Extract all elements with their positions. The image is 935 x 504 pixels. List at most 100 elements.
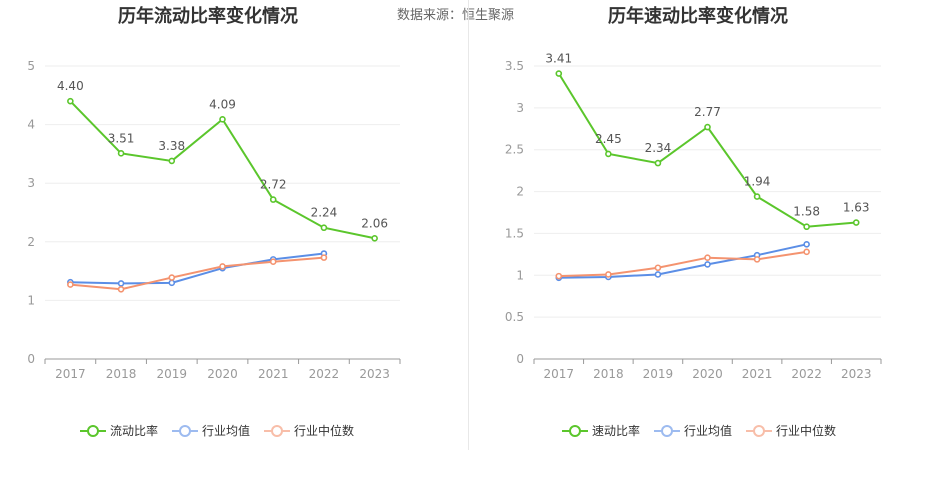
data-label: 2.77 (694, 105, 721, 119)
legend-line-circle-icon (746, 424, 773, 438)
data-point[interactable] (704, 261, 711, 268)
legend-label: 行业中位数 (294, 424, 355, 438)
legend-line-circle-icon (654, 424, 681, 438)
data-point[interactable] (654, 271, 662, 278)
data-point[interactable] (320, 254, 328, 261)
x-tick-label: 2020 (207, 367, 238, 381)
data-point[interactable] (803, 223, 810, 231)
quick-ratio-chart: 0 0.5 1 1.5 2 2.5 3 3.5 2017 2018 2019 2020 2021 2022… (505, 52, 882, 381)
y-tick-label: 3 (516, 101, 524, 115)
x-tick-label: 2018 (593, 367, 624, 381)
legend-label: 速动比率 (592, 424, 641, 438)
chart-title-current-ratio: 历年流动比率变化情况 (118, 6, 298, 27)
data-point[interactable] (168, 157, 176, 165)
current-ratio-chart: 0 1 2 3 4 5 2017 2018 2019 2020 2021 2022 2023 4.40 3.… (27, 59, 401, 381)
series-line-1 (70, 252, 325, 285)
y-tick-label: 0 (27, 352, 35, 366)
y-tick-label: 1 (27, 293, 35, 307)
data-point[interactable] (555, 272, 563, 280)
x-tick-label: 2023 (359, 367, 390, 381)
x-tick-label: 2018 (106, 367, 137, 381)
x-tick-label: 2019 (157, 367, 188, 381)
data-point[interactable] (704, 254, 711, 262)
legend-label: 行业均值 (684, 424, 733, 438)
data-label: 2.72 (260, 178, 287, 192)
data-point[interactable] (219, 263, 226, 270)
data-point[interactable] (117, 280, 125, 287)
data-point[interactable] (269, 196, 277, 203)
data-point[interactable] (320, 224, 328, 232)
legend-item[interactable]: 行业均值 (172, 422, 250, 439)
legend-item[interactable]: 流动比率 (80, 422, 158, 439)
x-tick-label: 2023 (841, 367, 872, 381)
data-point[interactable] (168, 279, 176, 287)
data-point[interactable] (168, 274, 176, 281)
data-label: 2.45 (595, 132, 622, 146)
y-tick-label: 3.5 (505, 59, 524, 73)
data-point[interactable] (67, 97, 74, 105)
data-label: 4.40 (57, 79, 84, 93)
data-point[interactable] (803, 248, 810, 256)
x-tick-label: 2022 (309, 367, 340, 381)
data-point[interactable] (654, 264, 662, 272)
x-tick-label: 2019 (643, 367, 674, 381)
y-tick-label: 2 (516, 185, 524, 199)
x-tick-label: 2020 (692, 367, 723, 381)
x-tick-label: 2021 (258, 367, 289, 381)
quick-ratio-legend: 速动比率 行业均值 行业中位数 (562, 422, 850, 439)
current-ratio-panel: 历年流动比率变化情况 0 1 2 3 4 5 2017 2018 2019 2020 2021 202… (0, 0, 467, 504)
data-label: 1.63 (843, 201, 870, 215)
legend-label: 行业均值 (202, 424, 251, 438)
data-point[interactable] (605, 150, 612, 158)
data-point[interactable] (219, 116, 226, 123)
data-point[interactable] (67, 281, 74, 288)
x-tick-label: 2022 (791, 367, 822, 381)
data-point[interactable] (654, 159, 662, 167)
panel-divider (468, 0, 469, 450)
y-tick-label: 0 (516, 352, 524, 366)
current-ratio-legend: 流动比率 行业均值 行业中位数 (80, 422, 368, 439)
data-label: 3.38 (158, 139, 185, 153)
chart-title-quick-ratio: 历年速动比率变化情况 (608, 6, 788, 27)
x-tick-label: 2021 (742, 367, 773, 381)
data-source-label: 数据来源：恒生聚源 (397, 8, 515, 23)
data-point[interactable] (555, 70, 563, 77)
data-label: 1.58 (793, 205, 820, 219)
data-point[interactable] (803, 241, 810, 248)
data-label: 1.94 (744, 175, 771, 189)
y-tick-label: 1 (516, 268, 524, 282)
legend-label: 行业中位数 (776, 424, 837, 438)
series-line-2 (70, 256, 325, 291)
legend-item[interactable]: 速动比率 (562, 422, 640, 439)
y-tick-label: 4 (27, 118, 35, 132)
legend-item[interactable]: 行业均值 (654, 422, 732, 439)
data-point[interactable] (371, 234, 378, 242)
data-point[interactable] (117, 285, 125, 293)
data-point[interactable] (852, 219, 860, 226)
data-point[interactable] (605, 271, 612, 278)
data-point[interactable] (117, 150, 125, 157)
series-line-2 (558, 250, 807, 278)
legend-item[interactable]: 行业中位数 (746, 422, 836, 439)
data-point[interactable] (269, 258, 277, 266)
data-label: 2.06 (361, 216, 388, 230)
legend-line-circle-icon (172, 424, 199, 438)
y-tick-label: 1.5 (505, 226, 524, 240)
y-tick-label: 3 (27, 176, 35, 190)
data-label: 2.34 (645, 141, 672, 155)
data-point[interactable] (753, 193, 761, 200)
data-point[interactable] (753, 256, 761, 263)
data-label: 3.51 (108, 131, 135, 145)
data-label: 4.09 (209, 97, 236, 111)
data-label: 3.41 (545, 52, 572, 66)
data-point[interactable] (704, 123, 711, 131)
y-tick-label: 2 (27, 235, 35, 249)
series-line-1 (558, 243, 807, 279)
legend-line-circle-icon (80, 424, 106, 438)
quick-ratio-panel: 历年速动比率变化情况 0 0.5 1 1.5 2 2.5 3 3.5 2017 2018 2019 2… (469, 0, 935, 504)
y-tick-label: 2.5 (505, 143, 524, 157)
legend-item[interactable]: 行业中位数 (264, 422, 354, 439)
data-label: 2.24 (311, 206, 338, 220)
legend-line-circle-icon (562, 424, 588, 438)
legend-label: 流动比率 (110, 424, 159, 438)
